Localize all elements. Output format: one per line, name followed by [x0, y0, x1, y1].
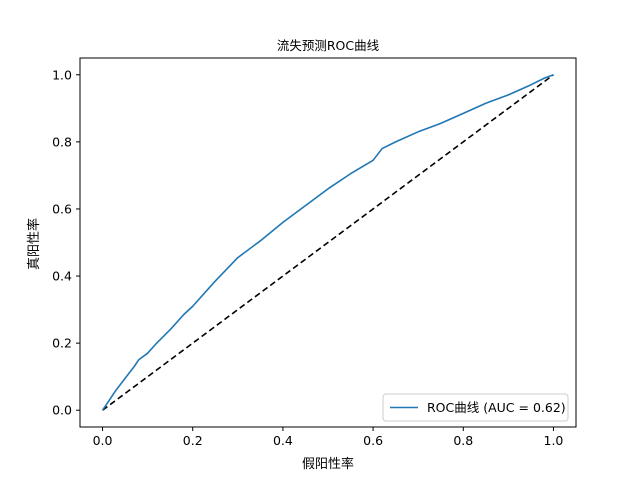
y-tick-label: 0.8 [52, 134, 72, 149]
y-tick-label: 0.0 [52, 403, 72, 418]
plot-area [101, 74, 554, 411]
x-tick-label: 0.0 [93, 433, 113, 448]
random-baseline-line [102, 74, 554, 411]
y-axis-ticks: 0.0 0.2 0.4 0.6 0.8 1.0 [52, 67, 80, 418]
y-tick-label: 0.2 [52, 336, 72, 351]
x-tick-label: 0.4 [273, 433, 293, 448]
y-tick-label: 1.0 [52, 67, 72, 82]
x-tick-label: 0.8 [453, 433, 473, 448]
legend: ROC曲线 (AUC = 0.62) [382, 393, 569, 422]
x-axis-label: 假阳性率 [302, 456, 354, 472]
x-axis-ticks: 0.0 0.2 0.4 0.6 0.8 1.0 [93, 427, 564, 448]
y-tick-label: 0.6 [52, 201, 72, 216]
legend-frame [382, 393, 569, 422]
legend-label: ROC曲线 (AUC = 0.62) [427, 400, 566, 415]
x-tick-label: 0.2 [183, 433, 203, 448]
x-tick-label: 1.0 [544, 433, 564, 448]
axes-frame [79, 57, 577, 428]
roc-curve-line [101, 74, 554, 411]
x-tick-label: 0.6 [363, 433, 383, 448]
chart-title: 流失预测ROC曲线 [277, 38, 380, 53]
y-tick-label: 0.4 [52, 269, 72, 284]
y-axis-label: 真阳性率 [26, 218, 42, 270]
